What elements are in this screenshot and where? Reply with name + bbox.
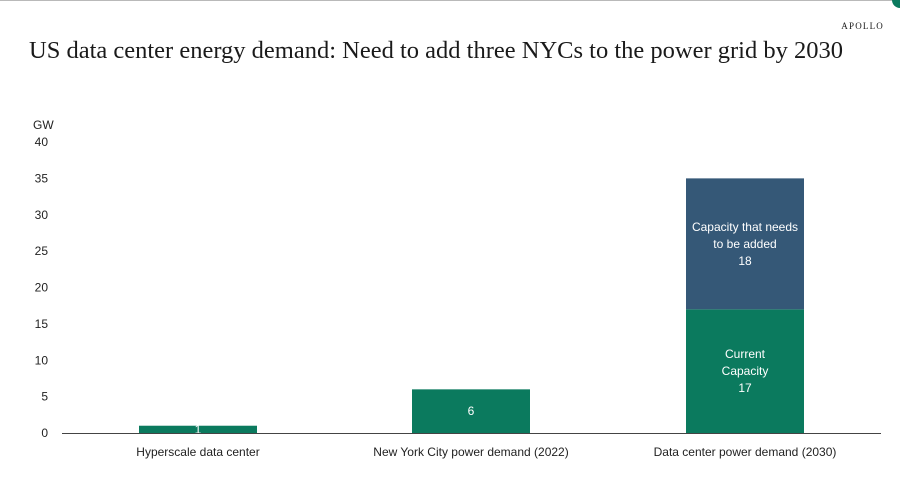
- y-tick-label: 35: [35, 171, 49, 185]
- bar-segment: [139, 425, 257, 433]
- brand-logo: APOLLO: [841, 21, 884, 31]
- x-axis-labels: Hyperscale data center New York City powe…: [136, 445, 836, 459]
- bar-segment: [412, 389, 530, 433]
- bar-labels: 1 6 Current Capacity 17 Capacity that needs to…: [195, 220, 798, 437]
- y-tick-label: 25: [35, 244, 49, 258]
- y-axis-ticks: 0 5 10 15 20 25 30 35 40: [35, 135, 49, 440]
- bar-segment-label: to be added: [713, 237, 776, 251]
- corner-mark: [892, 0, 900, 8]
- y-tick-label: 15: [35, 317, 49, 331]
- y-tick-label: 5: [41, 390, 48, 404]
- bar-segment: [686, 178, 804, 310]
- x-category-label: New York City power demand (2022): [373, 445, 568, 459]
- bar-segment-label: Current: [725, 347, 766, 361]
- y-tick-label: 20: [35, 281, 49, 295]
- bar-value-label: 18: [738, 254, 752, 268]
- bar-segment: [686, 309, 804, 433]
- bar-value-label: 17: [738, 381, 752, 395]
- y-axis-unit: GW: [33, 118, 54, 132]
- chart-title: US data center energy demand: Need to ad…: [29, 37, 843, 64]
- y-tick-label: 30: [35, 208, 49, 222]
- x-category-label: Hyperscale data center: [136, 445, 259, 459]
- y-tick-label: 10: [35, 353, 49, 367]
- bars: [139, 178, 804, 433]
- y-tick-label: 0: [41, 426, 48, 440]
- bar-segment-label: Capacity that needs: [692, 220, 798, 234]
- top-rule: [0, 0, 900, 1]
- bar-segment-label: Capacity: [722, 364, 769, 378]
- bar-value-label: 6: [468, 404, 475, 418]
- y-tick-label: 40: [35, 135, 49, 149]
- bar-value-label: 1: [195, 422, 202, 436]
- x-category-label: Data center power demand (2030): [654, 445, 837, 459]
